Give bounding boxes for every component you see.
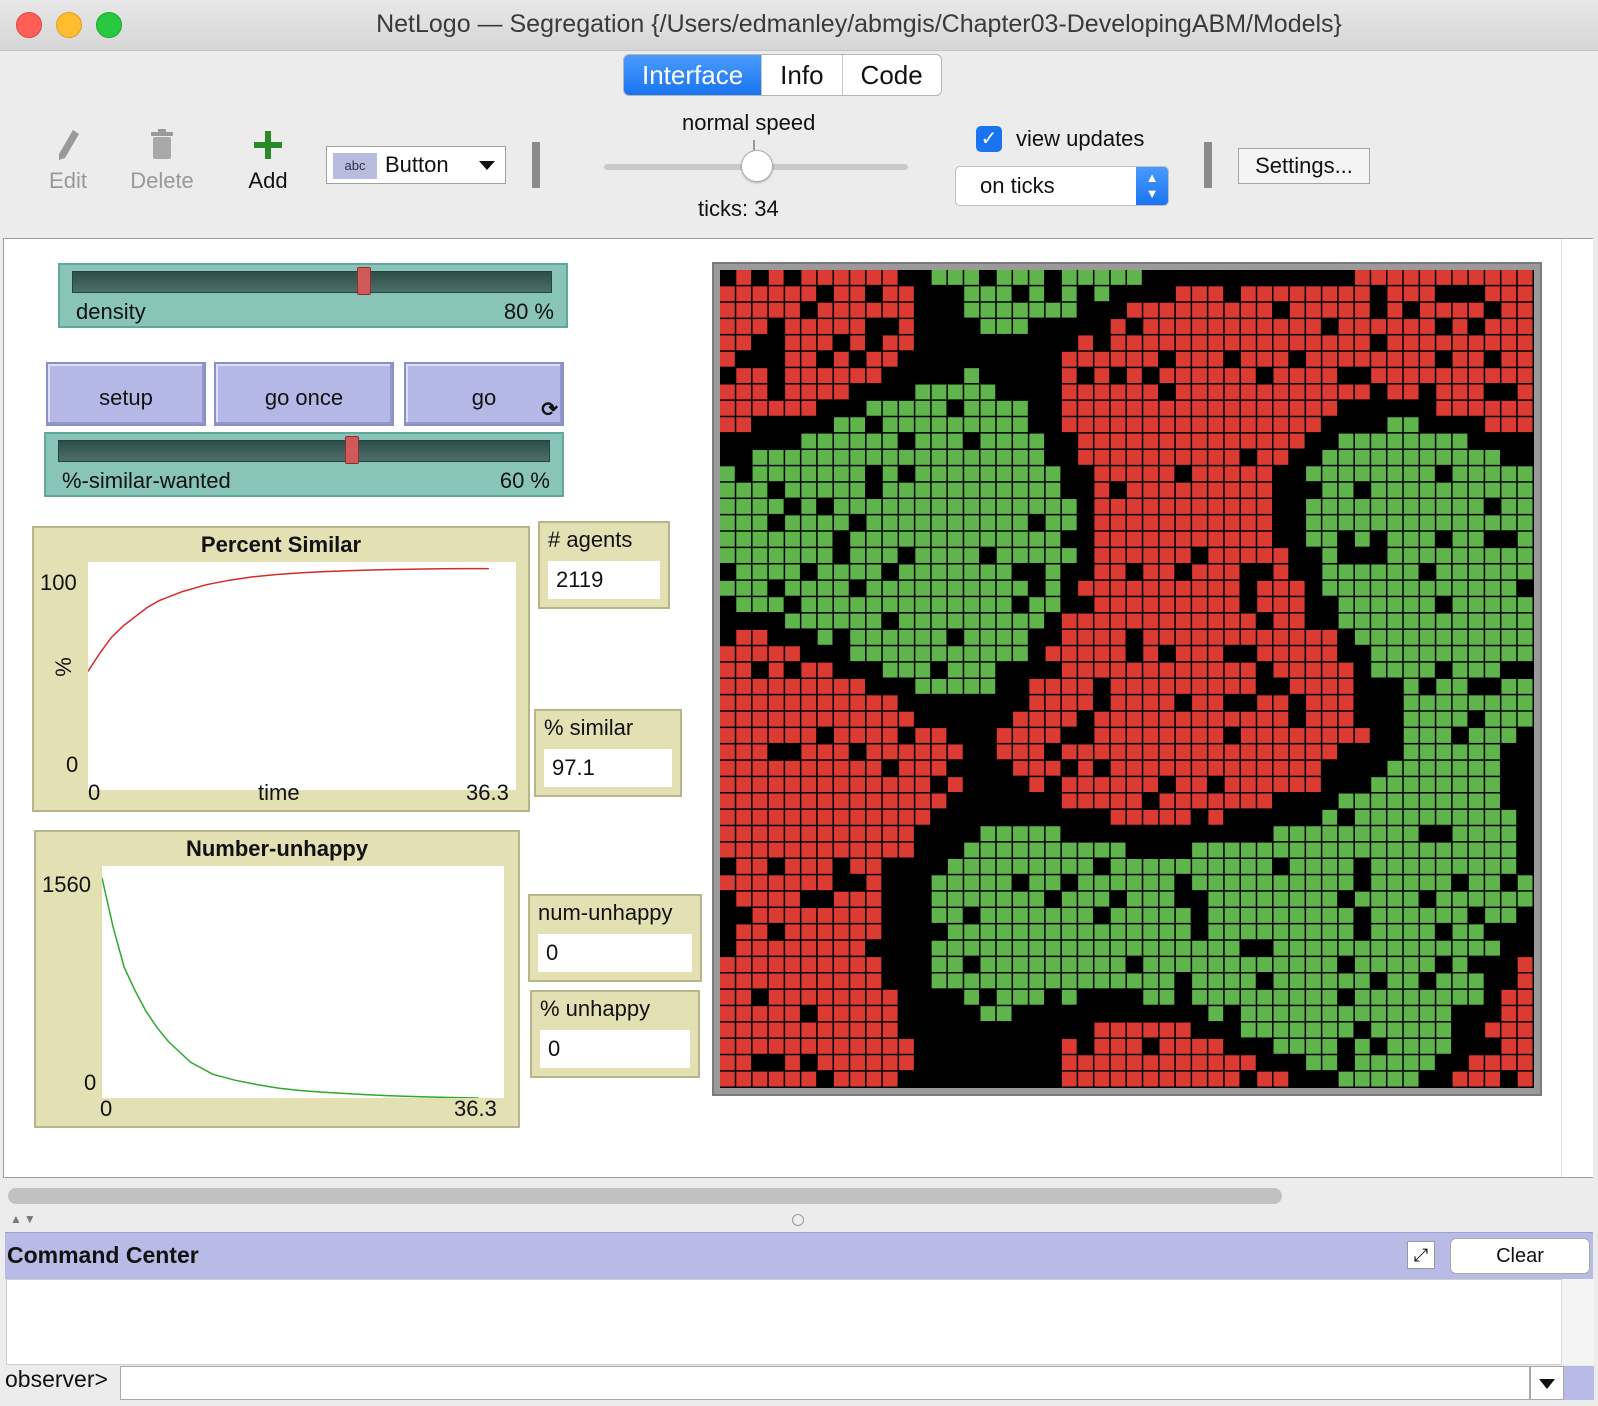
speed-label: normal speed <box>682 110 816 135</box>
splitter-handle[interactable] <box>792 1214 804 1226</box>
similar-wanted-slider-knob[interactable] <box>344 436 359 464</box>
checkmark-icon: ✓ <box>980 128 998 150</box>
agents-monitor: # agents 2119 <box>538 521 670 609</box>
percent-similar-plot: Percent Similar 100 % 0 0 time 36.3 <box>32 526 530 812</box>
go-button-label: go <box>471 385 497 410</box>
observer-prompt: observer> <box>5 1366 108 1392</box>
setup-button[interactable]: setup <box>46 362 206 426</box>
similar-wanted-slider-track[interactable] <box>58 440 550 462</box>
world-patches <box>720 270 1533 1087</box>
up-down-stepper-icon: ▲ ▼ <box>1136 167 1168 205</box>
widget-type-label: Button <box>385 152 449 177</box>
num-unhappy-monitor: num-unhappy 0 <box>528 894 702 982</box>
vertical-scroll-area <box>1561 239 1593 1177</box>
density-slider[interactable]: density 80 % <box>58 263 568 328</box>
density-slider-track[interactable] <box>72 271 552 293</box>
world-patch-grid <box>720 270 1534 1088</box>
command-center-corner <box>1564 1366 1594 1400</box>
splitter-arrows-icon[interactable]: ▲▼ <box>10 1212 38 1226</box>
expand-icon[interactable]: ⤢ <box>1407 1241 1435 1269</box>
plot-x-max: 36.3 <box>454 1096 497 1121</box>
plot-x-label: time <box>258 780 300 805</box>
trash-icon <box>122 128 202 168</box>
go-button[interactable]: go ⟳ <box>404 362 564 426</box>
density-slider-label: density <box>76 299 146 324</box>
plot-y-min: 0 <box>84 1070 97 1095</box>
plot-y-max: 100 <box>40 570 77 595</box>
tab-info[interactable]: Info <box>762 55 843 95</box>
add-label: Add <box>248 168 288 193</box>
view-updates-label: view updates <box>1016 126 1145 151</box>
edit-label: Edit <box>49 168 87 193</box>
plot-y-min: 0 <box>66 752 79 777</box>
chevron-down-icon <box>479 161 495 170</box>
tab-interface[interactable]: Interface <box>624 55 763 95</box>
density-slider-value: 80 % <box>503 299 554 324</box>
plot-y-max: 1560 <box>42 872 91 897</box>
go-once-button[interactable]: go once <box>214 362 394 426</box>
similar-wanted-slider-value: 60 % <box>499 468 550 493</box>
number-unhappy-plot-area <box>102 866 504 1098</box>
percent-similar-plot-area <box>88 562 516 790</box>
command-history-dropdown[interactable] <box>1530 1366 1564 1400</box>
minimize-window-button[interactable] <box>56 12 82 38</box>
similar-monitor: % similar 97.1 <box>534 709 682 797</box>
tab-code[interactable]: Code <box>860 60 923 90</box>
command-center-output[interactable] <box>6 1279 1562 1365</box>
delete-label: Delete <box>130 168 194 193</box>
similar-wanted-slider-label: %-similar-wanted <box>62 468 231 493</box>
plot-x-max: 36.3 <box>466 780 509 805</box>
command-center-title: Command Center <box>7 1242 199 1268</box>
pct-unhappy-monitor-label: % unhappy <box>540 996 651 1021</box>
similar-wanted-slider[interactable]: %-similar-wanted 60 % <box>44 432 564 497</box>
update-mode-select[interactable]: on ticks ▲ ▼ <box>955 166 1169 206</box>
agents-monitor-value: 2119 <box>548 561 660 599</box>
world-view[interactable] <box>712 262 1542 1096</box>
main-tabs: Interface Info Code <box>623 54 942 96</box>
zoom-window-button[interactable] <box>96 12 122 38</box>
plus-icon <box>238 128 298 168</box>
agents-monitor-label: # agents <box>548 527 633 552</box>
pct-unhappy-monitor-value: 0 <box>540 1030 690 1068</box>
horizontal-scrollbar[interactable] <box>8 1188 1282 1204</box>
command-center-output-scroll <box>1561 1279 1594 1365</box>
pct-unhappy-monitor: % unhappy 0 <box>530 990 700 1078</box>
plot-series-line-unhappy <box>102 877 479 1098</box>
title-bar: NetLogo — Segregation {/Users/edmanley/a… <box>0 0 1598 51</box>
command-input[interactable] <box>120 1366 1530 1400</box>
view-updates-checkbox[interactable]: ✓ <box>976 126 1002 152</box>
edit-button[interactable]: Edit <box>36 128 100 194</box>
plot-series-line-percent <box>88 567 489 672</box>
speed-slider-center-tick <box>753 140 755 152</box>
toolbar-separator <box>532 142 540 188</box>
density-slider-knob[interactable] <box>357 267 372 295</box>
plot-x-min: 0 <box>100 1096 113 1121</box>
window-title: NetLogo — Segregation {/Users/edmanley/a… <box>376 10 1342 38</box>
plot-x-min: 0 <box>88 780 101 805</box>
settings-button[interactable]: Settings... <box>1238 148 1370 184</box>
plot-title: Percent Similar <box>200 532 362 557</box>
plot-title: Number-unhappy <box>185 836 369 861</box>
update-mode-value: on ticks <box>980 173 1055 198</box>
speed-slider-knob[interactable] <box>741 150 773 182</box>
num-unhappy-monitor-value: 0 <box>538 934 692 972</box>
button-widget-icon: abc <box>333 153 377 179</box>
number-unhappy-plot: Number-unhappy 1560 0 0 36.3 <box>34 830 520 1128</box>
similar-monitor-label: % similar <box>544 715 634 740</box>
plot-y-label: % <box>50 657 76 677</box>
forever-loop-icon: ⟳ <box>541 399 558 421</box>
command-center-header: Command Center ⤢ Clear <box>5 1232 1593 1279</box>
ticks-counter: ticks: 34 <box>698 196 779 221</box>
widget-type-select[interactable]: abc Button <box>326 146 506 184</box>
pencil-icon <box>36 128 100 168</box>
add-button[interactable]: Add <box>238 128 298 194</box>
num-unhappy-monitor-label: num-unhappy <box>538 900 673 925</box>
delete-button[interactable]: Delete <box>122 128 202 194</box>
similar-monitor-value: 97.1 <box>544 749 672 787</box>
toolbar-separator-2 <box>1204 142 1212 188</box>
close-window-button[interactable] <box>16 12 42 38</box>
clear-button[interactable]: Clear <box>1450 1238 1590 1274</box>
